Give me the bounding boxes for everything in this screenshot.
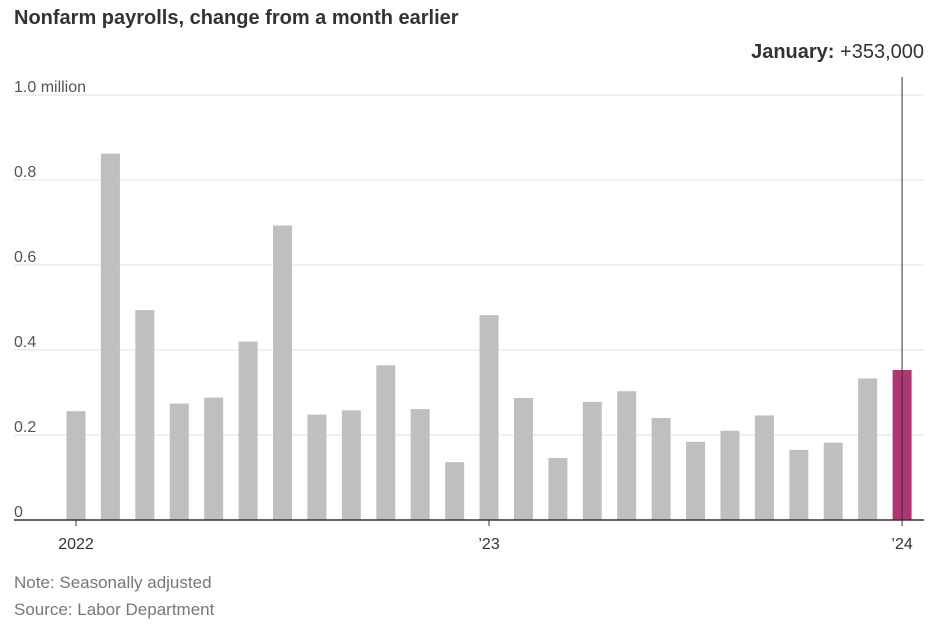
bar — [617, 391, 637, 520]
bar — [169, 403, 189, 520]
callout-value: +353,000 — [840, 41, 924, 63]
bar — [204, 397, 224, 520]
bar — [100, 153, 120, 520]
x-tick-label: ’23 — [478, 536, 499, 553]
bar — [273, 225, 293, 520]
x-axis-labels: 2022 ’23 ’24 — [58, 536, 913, 553]
chart-title: Nonfarm payrolls, change from a month ea… — [14, 7, 459, 29]
bar — [445, 462, 465, 520]
bar — [513, 398, 533, 520]
bar — [66, 411, 86, 520]
bar — [789, 449, 809, 520]
bars — [66, 77, 912, 520]
bar — [307, 414, 327, 520]
y-tick-label: 1.0 million — [14, 79, 86, 96]
bar — [686, 441, 706, 520]
callout-label: January: — [751, 41, 835, 63]
bar — [823, 442, 843, 520]
bar — [341, 410, 361, 520]
latest-value-callout: January: +353,000 — [751, 41, 924, 64]
bar — [754, 415, 774, 520]
source-text: Source: Labor Department — [14, 600, 215, 619]
note-text: Note: Seasonally adjusted — [14, 573, 212, 592]
bar — [548, 457, 568, 520]
x-axis — [14, 519, 924, 526]
bar — [410, 409, 430, 520]
y-tick-label: 0 — [14, 504, 23, 521]
bar — [135, 310, 155, 520]
bar — [858, 378, 878, 520]
bar — [238, 341, 258, 520]
bar — [376, 365, 396, 520]
y-tick-label: 0.2 — [14, 419, 36, 436]
x-tick-label: ’24 — [891, 536, 912, 553]
bar — [479, 315, 499, 520]
y-axis-labels: 0 0.2 0.4 0.6 0.8 1.0 million — [14, 79, 86, 521]
bar — [720, 430, 740, 520]
y-tick-label: 0.8 — [14, 164, 36, 181]
x-tick-label: 2022 — [58, 536, 94, 553]
bar — [651, 418, 671, 520]
y-tick-label: 0.6 — [14, 249, 36, 266]
bar — [582, 401, 602, 520]
y-tick-label: 0.4 — [14, 334, 36, 351]
